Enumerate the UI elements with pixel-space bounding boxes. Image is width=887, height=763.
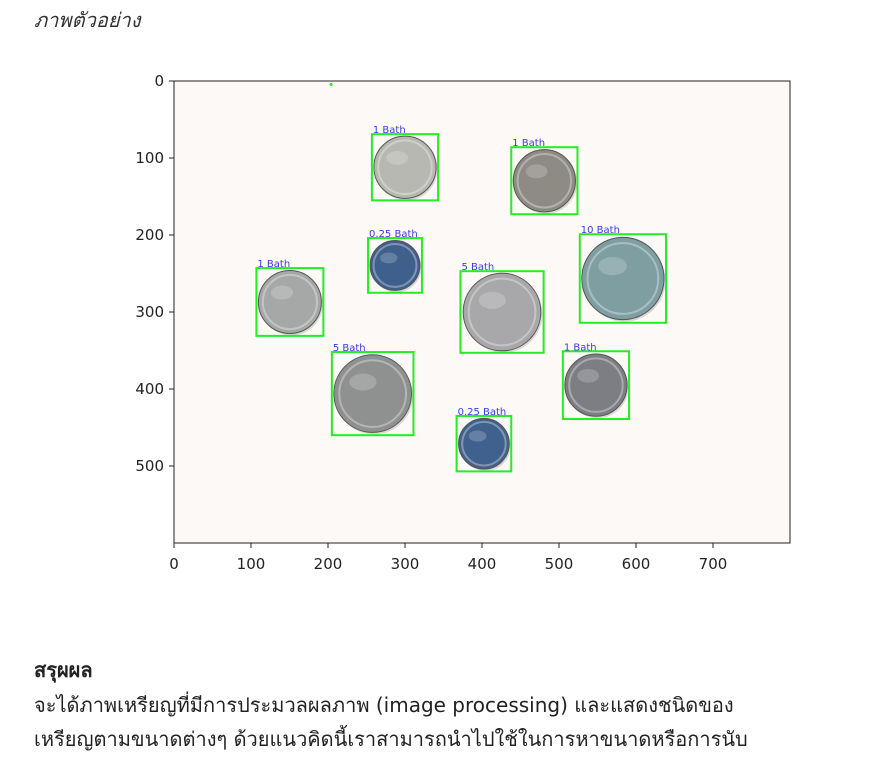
conclusion-heading: สรุผผล <box>34 658 93 682</box>
coin <box>581 236 665 321</box>
coin-label: 10 Bath <box>581 225 620 236</box>
coin-label: 5 Bath <box>461 262 494 273</box>
x-tick-label: 600 <box>622 555 651 573</box>
y-tick-label: 400 <box>135 380 164 398</box>
coin-highlight <box>270 285 294 300</box>
x-tick-label: 400 <box>468 555 497 573</box>
coin-highlight <box>380 252 398 264</box>
detection-box <box>370 133 440 202</box>
x-tick-label: 500 <box>545 555 574 573</box>
coin-rim <box>261 273 318 331</box>
detection-box <box>455 414 513 473</box>
coin-label: 1 Bath <box>373 125 406 136</box>
coin <box>564 353 628 417</box>
coin-highlight <box>386 151 409 165</box>
x-tick-label: 100 <box>237 555 266 573</box>
y-tick-label: 500 <box>135 457 164 475</box>
detection-box <box>561 350 631 421</box>
coin-highlight <box>525 164 548 179</box>
detection-box <box>459 270 545 354</box>
coin-label: 0.25 Bath <box>458 407 507 418</box>
coin <box>257 269 322 334</box>
coin <box>462 272 542 352</box>
coin <box>373 135 437 199</box>
conclusion-paragraph: จะได้ภาพเหรียญที่มีการประมวลผลภาพ (image… <box>34 688 874 756</box>
coins-layer <box>257 135 666 472</box>
detection-box <box>578 233 668 324</box>
x-axis-ticks: 0 100 200 300 400 500 600 700 <box>169 543 727 573</box>
coin-rim <box>372 242 418 288</box>
y-tick-label: 300 <box>135 303 164 321</box>
conclusion-line-2: เหรียญตามขนาดต่างๆ ด้วยแนวคิดนี้เราสามาร… <box>34 727 748 751</box>
y-axis-ticks: 0 100 200 300 400 500 <box>135 72 174 475</box>
coin-highlight <box>598 257 628 276</box>
x-tick-label: 700 <box>699 555 728 573</box>
coin-rim <box>586 242 660 315</box>
x-tick-label: 300 <box>391 555 420 573</box>
coin <box>333 354 412 433</box>
coin-rim <box>461 420 507 467</box>
detection-box <box>367 237 423 294</box>
coin-highlight <box>349 373 377 391</box>
y-tick-label: 0 <box>154 72 164 90</box>
coin <box>369 239 421 291</box>
coin-label: 1 Bath <box>564 342 597 353</box>
coin-label: 5 Bath <box>333 343 366 354</box>
detection-box <box>330 351 415 437</box>
figure-caption: ภาพตัวอย่าง <box>34 8 141 32</box>
coin <box>458 417 510 470</box>
coin-highlight <box>468 430 487 442</box>
detection-box <box>255 267 325 337</box>
coin-rim <box>338 359 408 428</box>
marker-dot <box>329 83 333 87</box>
detection-box <box>510 146 579 216</box>
coin <box>512 149 576 213</box>
coin-label: 1 Bath <box>257 259 290 270</box>
coin-rim <box>467 277 537 347</box>
coin-highlight <box>577 368 600 383</box>
y-tick-label: 100 <box>135 149 164 167</box>
coin-rim <box>377 139 433 195</box>
conclusion-line-1: จะได้ภาพเหรียญที่มีการประมวลผลภาพ (image… <box>34 693 734 717</box>
coin-rim <box>568 357 624 413</box>
coin-label: 0.25 Bath <box>369 229 418 240</box>
x-tick-label: 200 <box>314 555 343 573</box>
labels-layer: 1 Bath 1 Bath 0.25 Bath 10 Bath 1 Bath 5 Bath… <box>255 83 668 473</box>
coin-rim <box>516 152 573 209</box>
coin-detection-figure: 1 Bath 1 Bath 0.25 Bath 10 Bath 1 Bath 5 Bath… <box>135 72 791 573</box>
y-tick-label: 200 <box>135 226 164 244</box>
x-tick-label: 0 <box>169 555 179 573</box>
coin-highlight <box>478 291 506 309</box>
coin-label: 1 Bath <box>512 138 545 149</box>
